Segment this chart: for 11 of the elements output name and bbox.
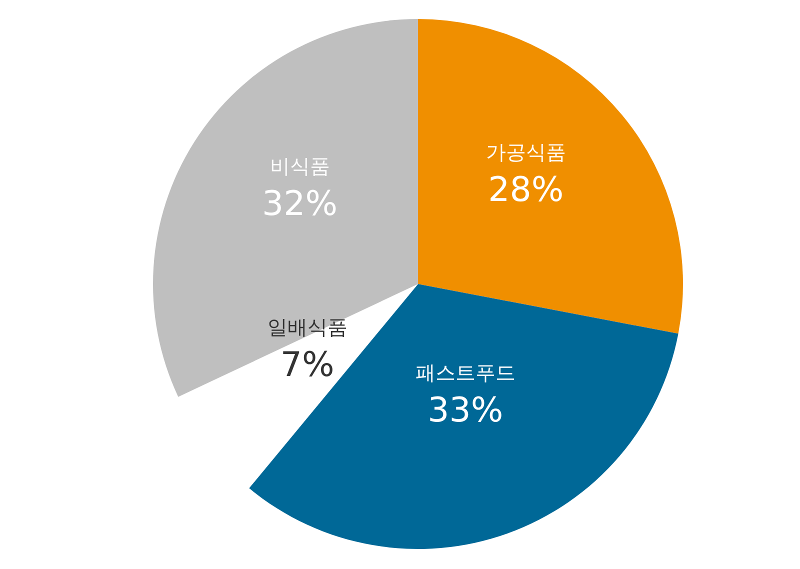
data-label: 28%: [488, 170, 564, 210]
pie-slice: [418, 19, 682, 334]
data-label: 32%: [262, 184, 338, 224]
data-label: 7%: [280, 344, 334, 385]
pie-slice: [154, 19, 418, 397]
pie-slice: [249, 284, 678, 549]
slice-label: 패스트푸드: [415, 360, 516, 385]
slice-label: 비식품: [270, 154, 330, 178]
slice-label: 가공식품: [486, 140, 566, 164]
data-label: 33%: [428, 390, 504, 431]
slice-label: 일배식품: [267, 314, 348, 339]
